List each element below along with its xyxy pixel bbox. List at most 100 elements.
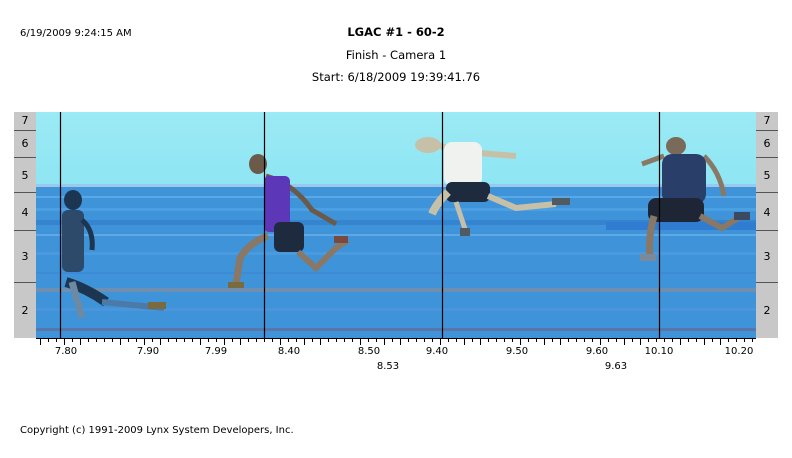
axis-tick bbox=[440, 338, 441, 345]
lane-divider bbox=[14, 230, 36, 231]
camera-label: Finish - Camera 1 bbox=[345, 48, 447, 62]
axis-tick bbox=[280, 338, 281, 345]
lane-divider bbox=[756, 130, 778, 131]
axis-tick bbox=[352, 338, 353, 342]
axis-tick bbox=[128, 338, 129, 342]
axis-tick bbox=[696, 338, 697, 342]
axis-tick bbox=[480, 338, 481, 345]
axis-tick bbox=[256, 338, 257, 342]
time-label: 9.40 bbox=[425, 346, 449, 357]
time-label: 10.20 bbox=[724, 346, 754, 357]
runner-singlet bbox=[662, 154, 706, 204]
time-label: 10.10 bbox=[644, 346, 674, 357]
axis-tick bbox=[368, 338, 369, 342]
lane-label: 6 bbox=[763, 137, 771, 150]
axis-tick bbox=[392, 338, 393, 342]
runner-head bbox=[249, 154, 267, 174]
axis-tick bbox=[424, 338, 425, 342]
axis-tick bbox=[592, 338, 593, 342]
runner-arm bbox=[702, 154, 727, 197]
axis-tick bbox=[56, 338, 57, 342]
axis-tick bbox=[104, 338, 105, 342]
runner-singlet bbox=[264, 176, 290, 232]
axis-tick bbox=[504, 338, 505, 342]
axis-tick bbox=[328, 338, 329, 342]
axis-tick bbox=[72, 338, 73, 342]
track-stripe bbox=[36, 184, 756, 187]
axis-tick bbox=[312, 338, 313, 342]
axis-tick bbox=[608, 338, 609, 342]
runner-shoe bbox=[228, 282, 244, 288]
axis-tick bbox=[616, 338, 617, 342]
marker-time-label: 8.53 bbox=[376, 361, 400, 372]
track-stripe bbox=[36, 234, 756, 236]
axis-tick bbox=[344, 338, 345, 342]
axis-tick bbox=[632, 338, 633, 342]
runner-shoe bbox=[460, 228, 470, 236]
axis-tick bbox=[376, 338, 377, 342]
axis-tick bbox=[448, 338, 449, 342]
axis-tick bbox=[600, 338, 601, 345]
track-stripe bbox=[36, 328, 756, 331]
runner-leg bbox=[68, 281, 86, 319]
axis-tick bbox=[456, 338, 457, 342]
runner-leg bbox=[296, 237, 350, 273]
runner-lane-3 bbox=[62, 190, 166, 319]
axis-tick bbox=[648, 338, 649, 342]
axis-tick bbox=[88, 338, 89, 342]
lane-divider bbox=[14, 130, 36, 131]
lane-scale-right: 7 6 5 4 3 2 bbox=[756, 112, 778, 338]
axis-tick bbox=[568, 338, 569, 342]
lane-block bbox=[606, 222, 756, 230]
time-label: 7.90 bbox=[136, 346, 160, 357]
runner-leg bbox=[698, 213, 740, 232]
print-timestamp: 6/19/2009 9:24:15 AM bbox=[20, 28, 132, 39]
axis-tick bbox=[360, 338, 361, 345]
runner-shoe bbox=[734, 212, 750, 220]
axis-tick bbox=[520, 338, 521, 345]
runner-shorts bbox=[274, 222, 304, 252]
axis-tick bbox=[408, 338, 409, 342]
axis-tick bbox=[304, 338, 305, 345]
lane-label: 5 bbox=[21, 169, 29, 182]
runner-leg bbox=[453, 201, 469, 233]
axis-tick bbox=[272, 338, 273, 342]
track-stripe bbox=[36, 196, 756, 198]
lane-scale-left: 7 6 5 4 3 2 bbox=[14, 112, 36, 338]
lane-label: 6 bbox=[21, 137, 29, 150]
finish-photo[interactable] bbox=[36, 112, 756, 338]
axis-tick bbox=[624, 338, 625, 345]
lane-label: 7 bbox=[21, 114, 29, 127]
axis-tick bbox=[464, 338, 465, 345]
track-stripe bbox=[36, 208, 756, 211]
axis-tick bbox=[184, 338, 185, 342]
axis-tick bbox=[640, 338, 641, 345]
runner-shorts bbox=[648, 198, 704, 222]
axis-tick bbox=[200, 338, 201, 345]
axis-tick bbox=[240, 338, 241, 345]
runner-lane-5 bbox=[415, 137, 570, 236]
axis-tick bbox=[664, 338, 665, 342]
axis-tick bbox=[168, 338, 169, 342]
axis-tick bbox=[96, 338, 97, 342]
lane-divider bbox=[14, 157, 36, 158]
runner-leg bbox=[428, 189, 451, 216]
axis-tick bbox=[432, 338, 433, 342]
start-time: Start: 6/18/2009 19:39:41.76 bbox=[311, 70, 481, 84]
lane-divider bbox=[14, 192, 36, 193]
axis-tick bbox=[544, 338, 545, 345]
runner-arm bbox=[80, 218, 95, 251]
axis-tick bbox=[232, 338, 233, 342]
lane-label: 4 bbox=[21, 206, 29, 219]
lane-label: 3 bbox=[21, 250, 29, 263]
axis-tick bbox=[224, 338, 225, 345]
time-label: 8.40 bbox=[277, 346, 301, 357]
track-stripe bbox=[36, 272, 756, 274]
lane-divider bbox=[14, 282, 36, 283]
axis-tick bbox=[64, 338, 65, 345]
axis-tick bbox=[192, 338, 193, 342]
axis-tick bbox=[416, 338, 417, 342]
time-axis bbox=[36, 338, 756, 339]
track-stripe bbox=[36, 220, 756, 225]
axis-tick bbox=[152, 338, 153, 342]
